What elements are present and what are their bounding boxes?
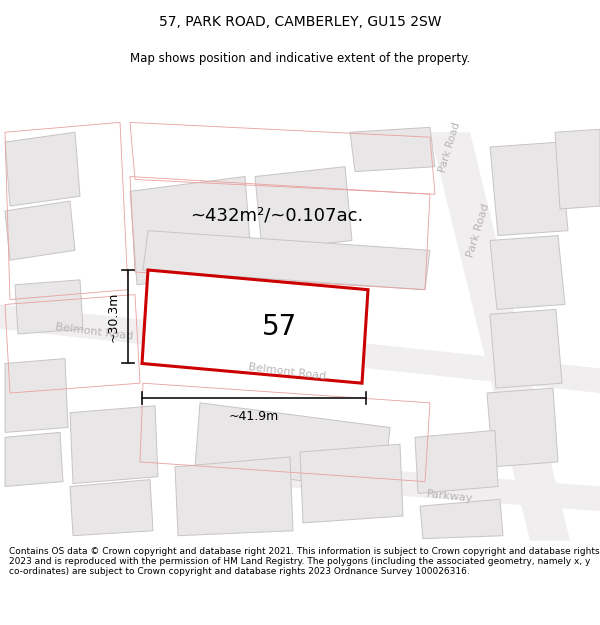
Polygon shape <box>487 388 558 467</box>
Polygon shape <box>195 403 390 491</box>
Text: Contains OS data © Crown copyright and database right 2021. This information is : Contains OS data © Crown copyright and d… <box>9 546 599 576</box>
Polygon shape <box>130 176 252 285</box>
Text: ~41.9m: ~41.9m <box>229 410 279 422</box>
Polygon shape <box>415 431 498 493</box>
Text: Belmont Road: Belmont Road <box>55 322 134 342</box>
Polygon shape <box>555 129 600 209</box>
Text: 57: 57 <box>262 312 298 341</box>
Polygon shape <box>490 236 565 309</box>
Polygon shape <box>5 359 68 432</box>
Text: 57, PARK ROAD, CAMBERLEY, GU15 2SW: 57, PARK ROAD, CAMBERLEY, GU15 2SW <box>159 15 441 29</box>
Polygon shape <box>70 406 158 484</box>
Polygon shape <box>70 479 153 536</box>
Polygon shape <box>430 132 570 541</box>
Polygon shape <box>490 309 562 388</box>
Text: Map shows position and indicative extent of the property.: Map shows position and indicative extent… <box>130 52 470 65</box>
Text: Park Road: Park Road <box>437 121 463 173</box>
Polygon shape <box>0 304 600 393</box>
Polygon shape <box>350 127 435 172</box>
Polygon shape <box>300 444 403 523</box>
Polygon shape <box>5 132 80 206</box>
Polygon shape <box>175 457 293 536</box>
Text: ~432m²/~0.107ac.: ~432m²/~0.107ac. <box>190 207 363 225</box>
Text: Parkway: Parkway <box>426 489 474 504</box>
Text: Belmont Road: Belmont Road <box>248 362 327 381</box>
Polygon shape <box>255 167 352 251</box>
Polygon shape <box>5 201 75 260</box>
Text: Park Road: Park Road <box>465 202 491 259</box>
Polygon shape <box>420 499 503 539</box>
Polygon shape <box>143 231 430 290</box>
Polygon shape <box>5 432 63 486</box>
Polygon shape <box>142 270 368 383</box>
Polygon shape <box>280 462 600 511</box>
Text: ~30.3m: ~30.3m <box>107 292 120 342</box>
Polygon shape <box>490 142 568 236</box>
Polygon shape <box>15 280 83 334</box>
